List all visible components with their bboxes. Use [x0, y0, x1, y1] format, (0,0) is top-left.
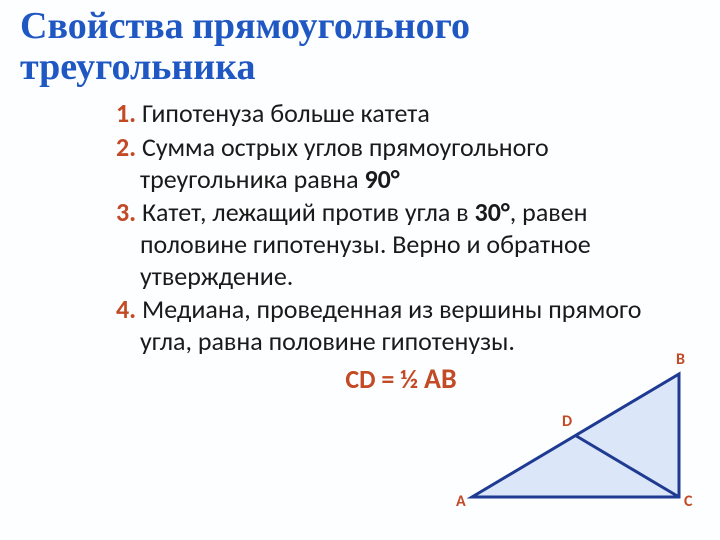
vertex-label-b: В [676, 350, 685, 369]
triangle-svg [454, 352, 702, 512]
item-number: 2. [116, 131, 136, 163]
item-number: 1. [116, 97, 136, 129]
property-3: 3. Катет, лежащий против угла в 30°, рав… [116, 197, 686, 292]
property-1: 1. Гипотенуза больше катета [116, 98, 686, 130]
item-text: Медиана, проведенная из вершины прямого … [136, 293, 641, 357]
vertex-label-d: D [562, 412, 572, 431]
item-text: Гипотенуза больше катета [136, 97, 430, 129]
slide-title: Свойства прямоугольного треугольника [0, 0, 720, 98]
formula-left: СD = ½ [345, 363, 424, 395]
vertex-label-a: А [456, 492, 466, 511]
item-number: 4. [116, 293, 136, 325]
item-bold: 90° [364, 163, 399, 195]
item-text: Катет, лежащий против угла в [136, 196, 474, 228]
formula-ab: АВ [424, 361, 457, 396]
item-number: 3. [116, 196, 136, 228]
property-4: 4. Медиана, проведенная из вершины прямо… [116, 294, 686, 357]
item-text: Сумма острых углов прямоугольного треуго… [136, 131, 549, 195]
item-bold: 30° [475, 196, 510, 228]
vertex-label-c: С [684, 492, 692, 511]
property-2: 2. Сумма острых углов прямоугольного тре… [116, 132, 686, 195]
triangle-diagram: А В С D [454, 352, 702, 512]
